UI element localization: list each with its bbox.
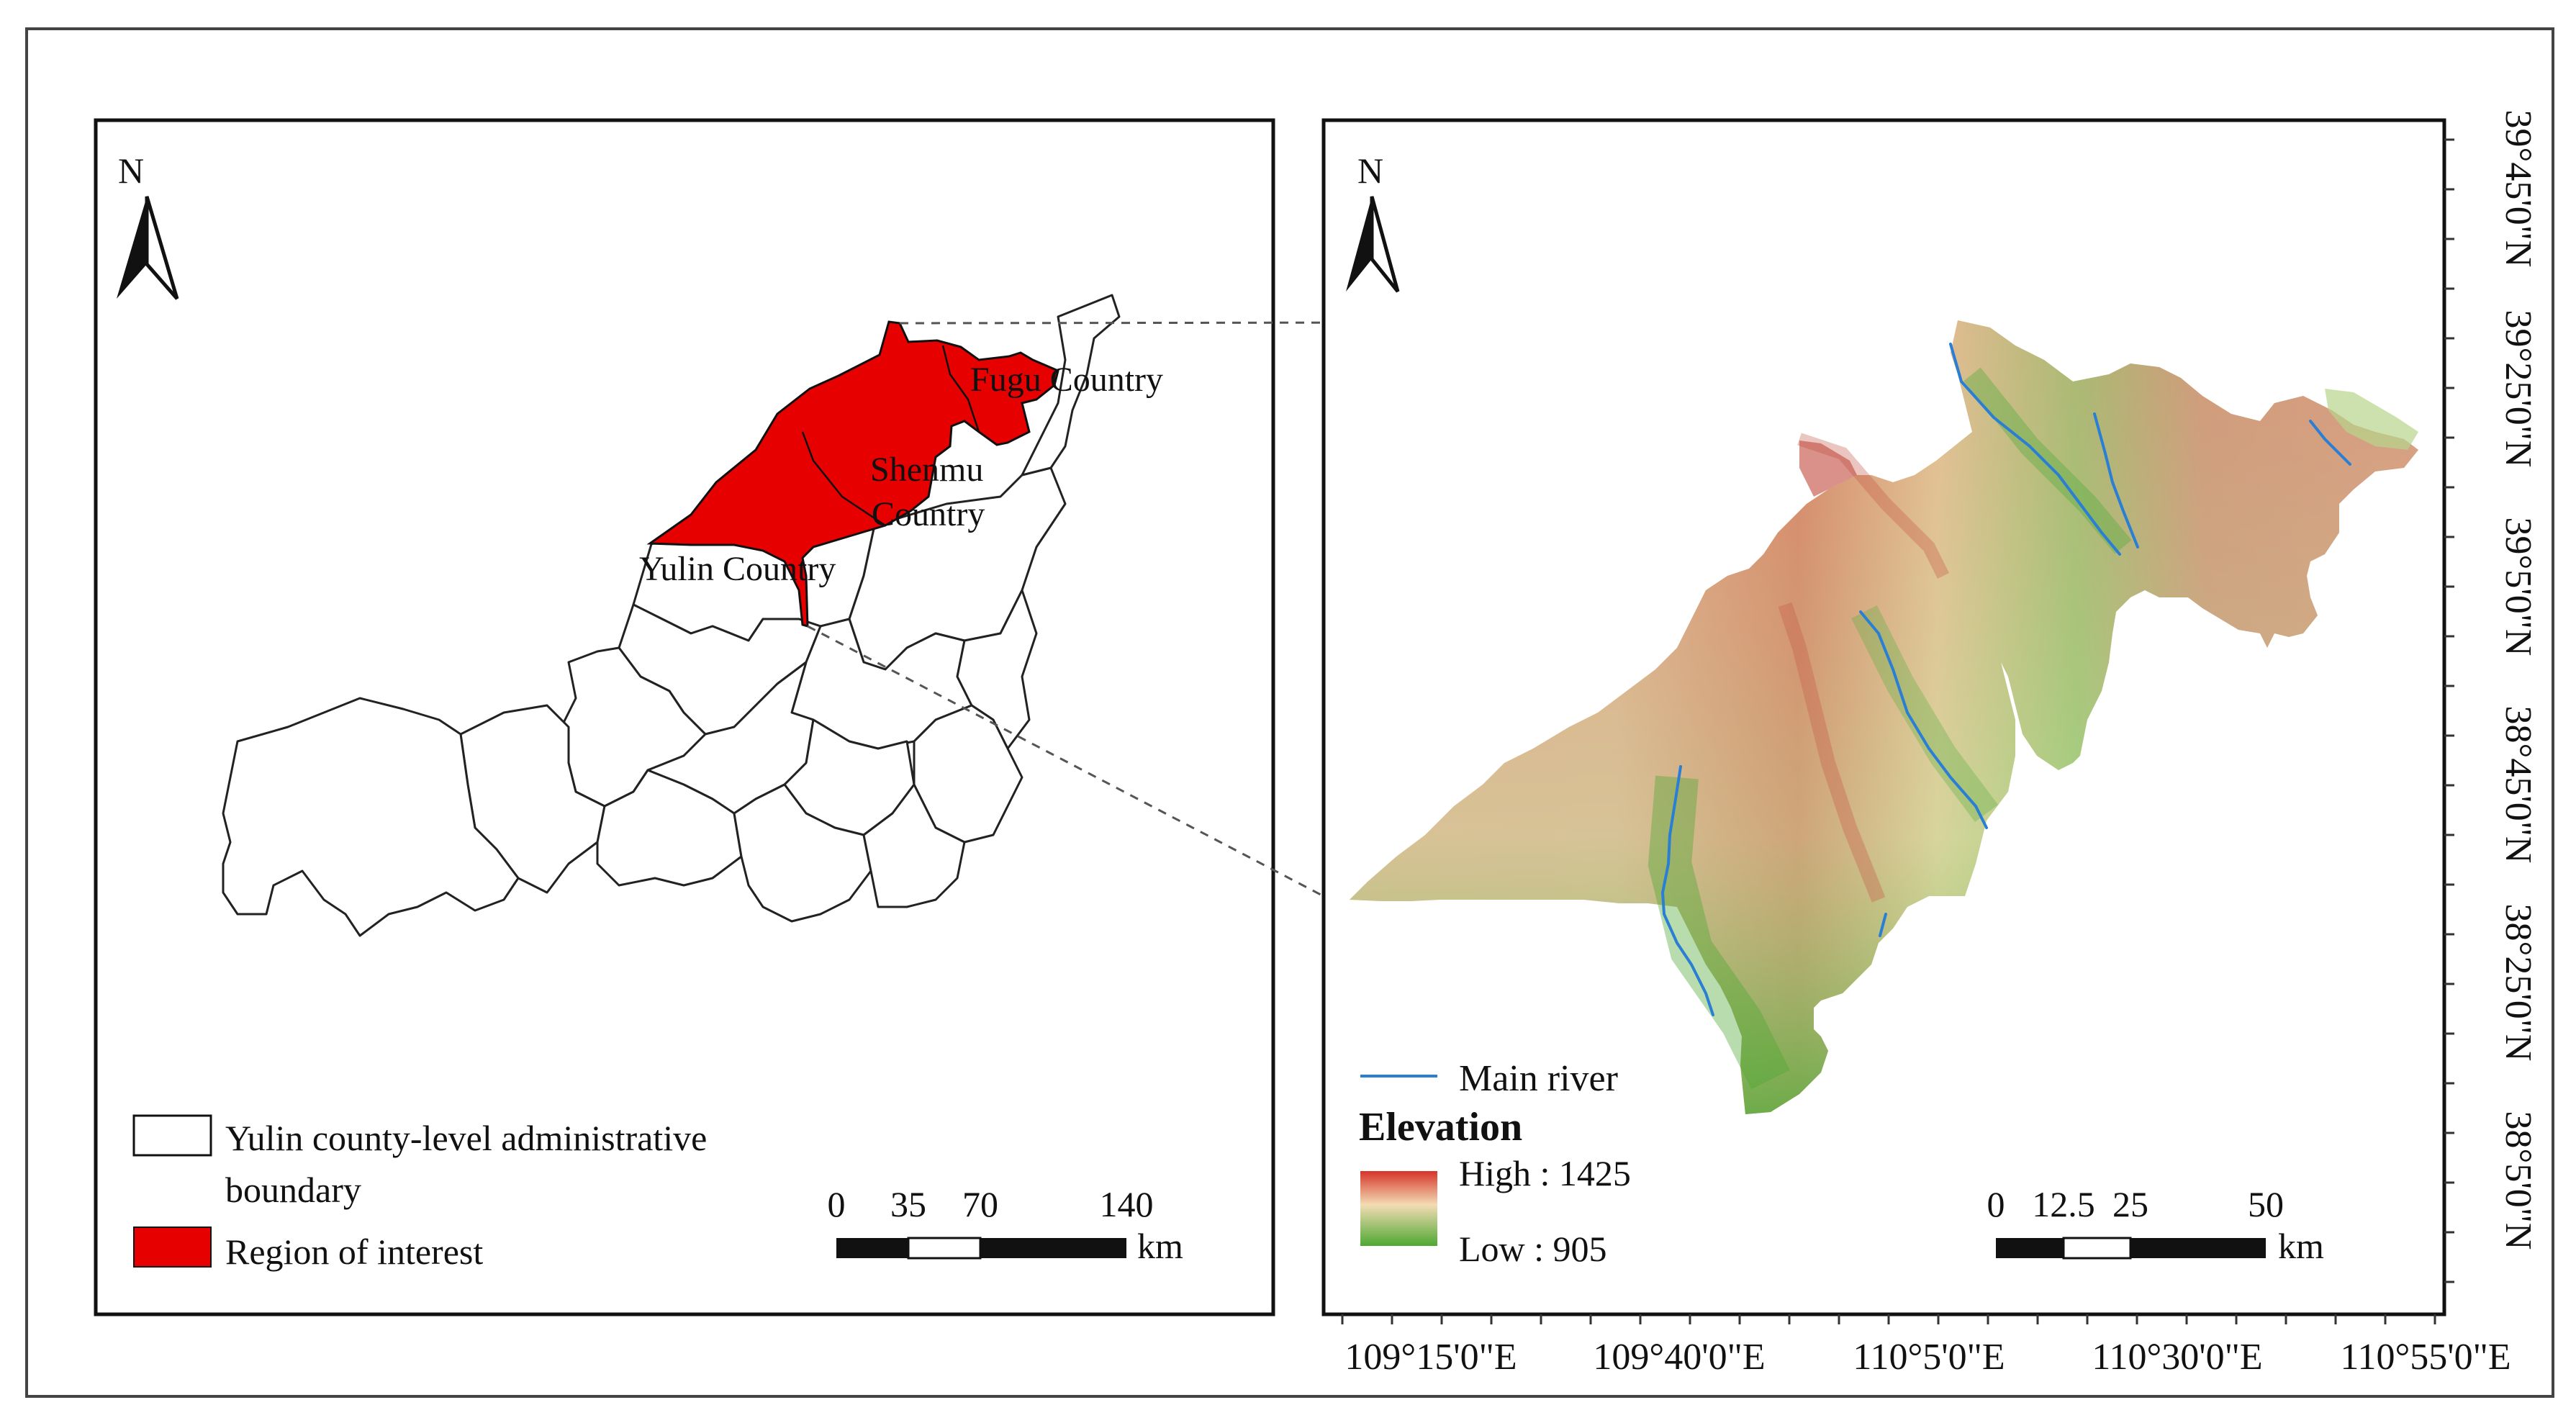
county-polygon: [862, 783, 966, 908]
north-arrow-icon: [117, 196, 147, 299]
latitude-label: 38°25'0"N: [2498, 904, 2539, 1062]
latitude-label: 39°5'0"N: [2498, 518, 2539, 656]
latitude-labels: 39°45'0"N 39°25'0"N 39°5'0"N 38°45'0"N 3…: [2498, 110, 2539, 1250]
rivers: [1660, 343, 2351, 1016]
scale-tick-label: 35: [890, 1184, 926, 1224]
outer-frame: [25, 27, 2554, 1398]
elevation-raster: [1350, 320, 2418, 1114]
scale-unit: km: [2278, 1226, 2324, 1266]
longitude-label: 109°15'0"E: [1345, 1337, 1517, 1378]
scale-tick-label: 70: [962, 1184, 998, 1224]
dem-northwest-lobe: [1799, 441, 1857, 497]
legend-label-low: Low : 905: [1459, 1229, 1607, 1269]
main-river: [1859, 610, 1988, 829]
county-polygon: [1021, 294, 1121, 476]
dem-valley-highlight: [1851, 605, 1998, 822]
main-river: [2093, 412, 2139, 548]
county-label-fugu: Fugu Country: [970, 361, 1163, 399]
legend-label-boundary-line2: boundary: [225, 1170, 361, 1210]
main-river: [1660, 765, 1714, 1016]
scale-tick-label: 140: [1100, 1184, 1154, 1224]
legend-label-high: High : 1425: [1459, 1153, 1631, 1193]
scale-segment: [2130, 1238, 2266, 1258]
right-map-panel: N Main river E: [1321, 118, 2454, 1324]
left-map-panel: N Fugu Country: [94, 118, 1275, 1316]
main-river: [1949, 343, 2121, 556]
scale-segment: [1996, 1238, 2064, 1258]
dem-ridge-highlight: [1778, 602, 1886, 903]
scale-segment: [2062, 1237, 2132, 1260]
scale-tick-label: 12.5: [2032, 1184, 2095, 1224]
county-polygon: [222, 697, 520, 937]
roi-boundary-line: [801, 431, 886, 527]
longitude-label: 110°5'0"E: [1853, 1337, 2005, 1378]
longitude-labels: 109°15'0"E 109°40'0"E 110°5'0"E 110°30'0…: [1345, 1337, 2511, 1378]
longitude-label: 110°55'0"E: [2340, 1337, 2511, 1378]
dem-shading: [1350, 320, 2418, 1114]
roi-boundary-line: [941, 345, 980, 433]
longitude-label: 109°40'0"E: [1593, 1337, 1765, 1378]
scale-tick-label: 25: [2112, 1184, 2148, 1224]
legend-swatch-roi: [133, 1227, 212, 1268]
north-label-left: N: [118, 150, 144, 191]
left-legend: Yulin county-level administrative bounda…: [132, 1114, 707, 1272]
scale-segment: [907, 1237, 982, 1260]
county-label-shenmu: Shenmu: [870, 451, 983, 489]
county-polygon: [596, 769, 743, 887]
county-polygon: [733, 783, 872, 923]
county-label-country: Country: [872, 495, 985, 533]
latitude-label: 39°45'0"N: [2498, 110, 2539, 268]
dem-valley-highlight: [1648, 775, 1790, 1090]
roi-internal-boundaries: [801, 345, 980, 527]
county-label-yulin: Yulin Country: [639, 550, 836, 588]
main-river: [1879, 913, 1887, 937]
longitude-label: 110°30'0"E: [2092, 1337, 2262, 1378]
legend-title-elevation: Elevation: [1359, 1105, 1522, 1149]
dem-northeast-lobe: [2325, 389, 2418, 450]
right-legend: Main river Elevation High : 1425 Low : 9…: [1359, 1058, 1631, 1269]
legend-label-river: Main river: [1459, 1058, 1618, 1099]
legend-swatch-boundary: [132, 1114, 212, 1157]
scale-segment: [836, 1238, 908, 1258]
legend-label-roi: Region of interest: [225, 1232, 483, 1272]
latitude-label: 38°45'0"N: [2498, 706, 2539, 864]
left-scale-bar: 0 35 70 140 km: [828, 1184, 1184, 1266]
north-arrow-icon: [1346, 196, 1372, 292]
legend-label-boundary-line1: Yulin county-level administrative: [225, 1118, 707, 1158]
latitude-label: 38°5'0"N: [2498, 1111, 2539, 1250]
north-arrow-icon-outline: [1370, 196, 1400, 293]
north-arrow-icon-outline: [145, 196, 179, 300]
scale-unit: km: [1137, 1226, 1183, 1266]
right-scale-bar: 0 12.5 25 50 km: [1987, 1184, 2325, 1266]
north-label-right: N: [1357, 150, 1383, 191]
scale-segment: [980, 1238, 1126, 1258]
scale-tick-label: 50: [2248, 1184, 2284, 1224]
region-of-interest: [646, 320, 1059, 628]
north-arrow-left: N: [117, 150, 179, 300]
latitude-label: 39°25'0"N: [2498, 310, 2539, 468]
scale-tick-label: 0: [1987, 1184, 2005, 1224]
legend-elevation-ramp: [1360, 1171, 1437, 1246]
graticule-ticks: [1341, 138, 2454, 1324]
scale-tick-label: 0: [828, 1184, 846, 1224]
main-river: [2309, 420, 2351, 466]
north-arrow-right: N: [1346, 150, 1400, 293]
